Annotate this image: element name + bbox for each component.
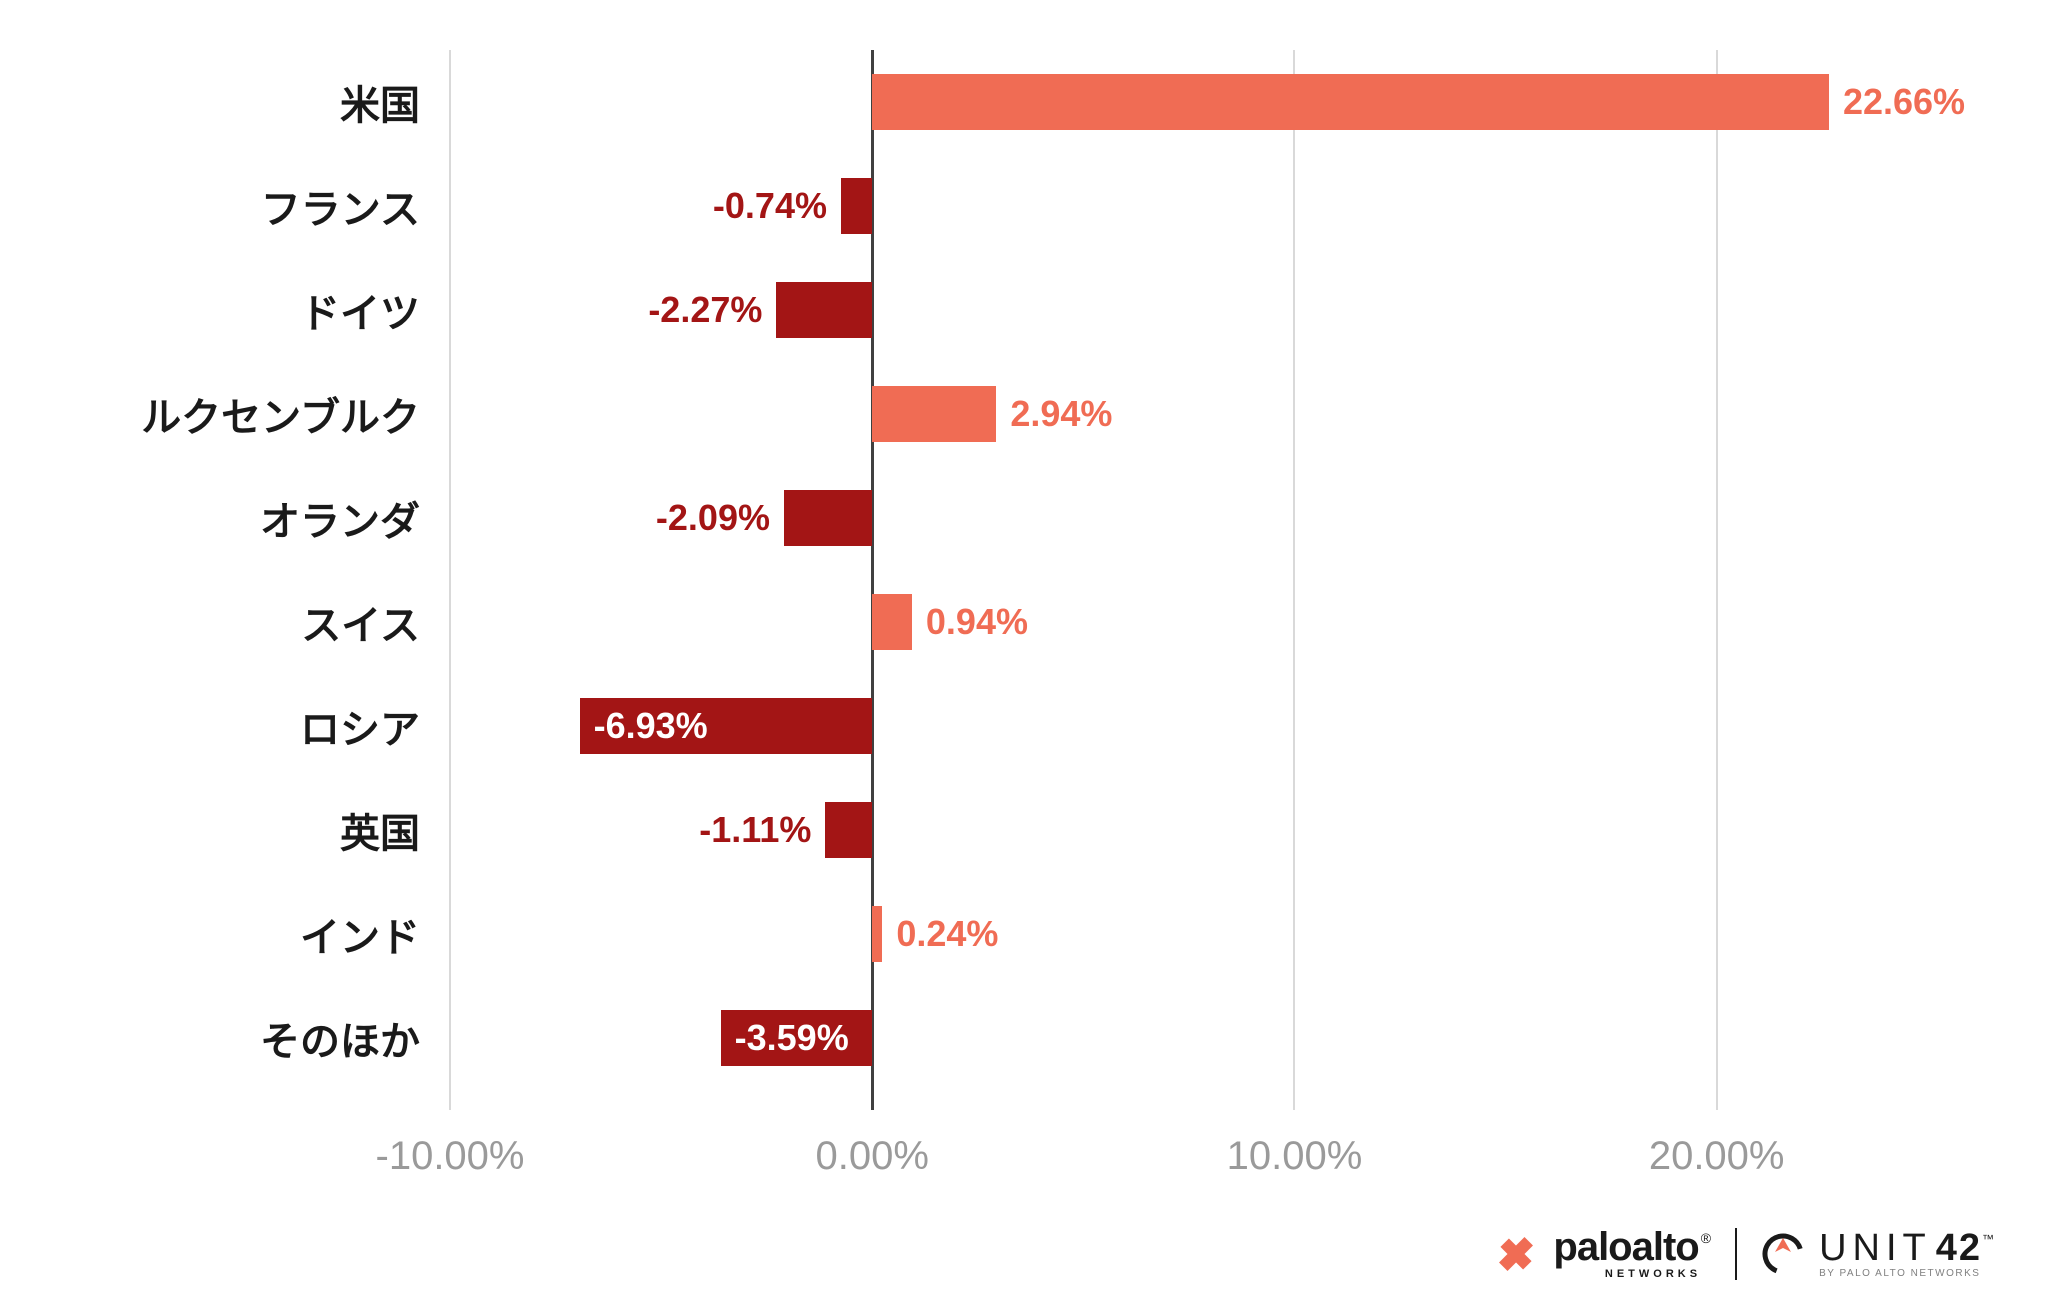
category-label: ロシア bbox=[300, 697, 420, 755]
value-label: -6.93% bbox=[594, 705, 708, 747]
value-label: -0.74% bbox=[713, 185, 827, 227]
unit42-subtitle: BY PALO ALTO NETWORKS bbox=[1819, 1269, 1994, 1279]
category-label: オランダ bbox=[260, 489, 420, 547]
category-label: インド bbox=[300, 905, 420, 963]
category-label: フランス bbox=[261, 177, 420, 235]
brand-separator bbox=[1735, 1228, 1737, 1280]
category-label: ルクセンブルク bbox=[141, 385, 420, 443]
value-label: -2.27% bbox=[648, 289, 762, 331]
x-tick-label: 0.00% bbox=[816, 1134, 929, 1179]
bar-row: オランダ-2.09% bbox=[450, 466, 1970, 570]
bar bbox=[776, 282, 872, 338]
unit42-trademark-icon: ™ bbox=[1982, 1233, 1994, 1245]
value-label: -2.09% bbox=[656, 497, 770, 539]
bar-row: 英国-1.11% bbox=[450, 778, 1970, 882]
category-label: そのほか bbox=[260, 1009, 420, 1067]
value-label: -1.11% bbox=[699, 809, 811, 851]
x-tick-label: -10.00% bbox=[376, 1134, 525, 1179]
bar bbox=[872, 594, 912, 650]
category-label: スイス bbox=[301, 593, 420, 651]
brand-unit42: UNIT 42 ™ BY PALO ALTO NETWORKS bbox=[1761, 1229, 1994, 1279]
unit42-name-num: 42 bbox=[1936, 1229, 1982, 1267]
chart-container: -10.00%0.00%10.00%20.00%米国22.66%フランス-0.7… bbox=[0, 0, 2048, 1292]
bar bbox=[872, 386, 996, 442]
x-tick-label: 20.00% bbox=[1649, 1134, 1785, 1179]
category-label: 英国 bbox=[340, 801, 420, 859]
value-label: 0.24% bbox=[896, 913, 998, 955]
bar-row: フランス-0.74% bbox=[450, 154, 1970, 258]
value-label: -3.59% bbox=[735, 1017, 849, 1059]
paloalto-logo-icon bbox=[1493, 1231, 1539, 1277]
bar-row: ドイツ-2.27% bbox=[450, 258, 1970, 362]
bar bbox=[872, 906, 882, 962]
value-label: 2.94% bbox=[1010, 393, 1112, 435]
bar-row: 米国22.66% bbox=[450, 50, 1970, 154]
brand-paloalto: paloalto ® NETWORKS bbox=[1493, 1227, 1711, 1280]
bar-row: インド0.24% bbox=[450, 882, 1970, 986]
bar bbox=[825, 802, 872, 858]
unit42-text: UNIT 42 ™ BY PALO ALTO NETWORKS bbox=[1819, 1229, 1994, 1279]
unit42-name-unit: UNIT bbox=[1819, 1229, 1932, 1267]
plot-area: -10.00%0.00%10.00%20.00%米国22.66%フランス-0.7… bbox=[450, 50, 1970, 1110]
bar bbox=[784, 490, 872, 546]
paloalto-registered-icon: ® bbox=[1701, 1231, 1711, 1245]
paloalto-name: paloalto bbox=[1553, 1227, 1698, 1267]
bar bbox=[872, 74, 1829, 130]
unit42-logo-icon bbox=[1761, 1232, 1805, 1276]
bar-row: スイス0.94% bbox=[450, 570, 1970, 674]
footer-brands: paloalto ® NETWORKS UNIT 42 ™ BY P bbox=[1493, 1227, 1994, 1280]
paloalto-text: paloalto ® NETWORKS bbox=[1553, 1227, 1711, 1280]
bar-row: ルクセンブルク2.94% bbox=[450, 362, 1970, 466]
bar bbox=[841, 178, 872, 234]
value-label: 22.66% bbox=[1843, 81, 1965, 123]
value-label: 0.94% bbox=[926, 601, 1028, 643]
category-label: 米国 bbox=[340, 73, 420, 131]
bar-row: ロシア-6.93% bbox=[450, 674, 1970, 778]
paloalto-subtitle: NETWORKS bbox=[1605, 1269, 1701, 1280]
x-tick-label: 10.00% bbox=[1227, 1134, 1363, 1179]
category-label: ドイツ bbox=[300, 281, 420, 339]
bar-row: そのほか-3.59% bbox=[450, 986, 1970, 1090]
